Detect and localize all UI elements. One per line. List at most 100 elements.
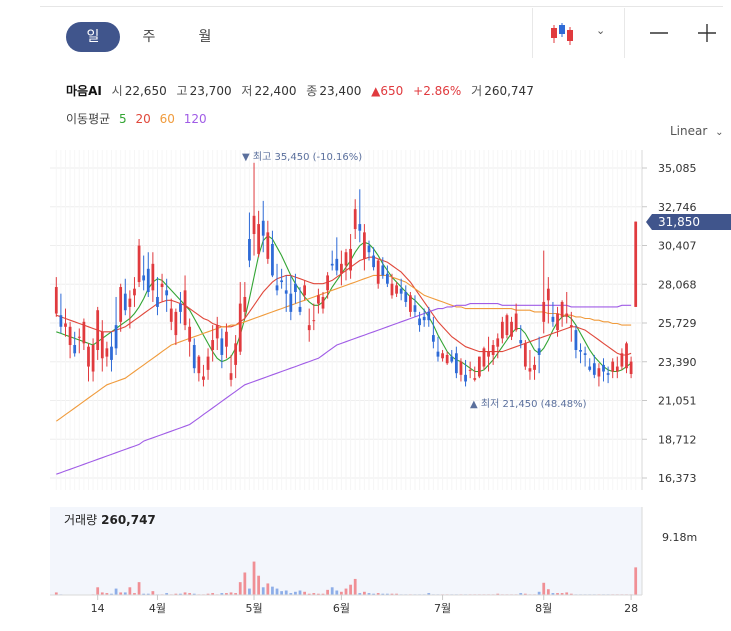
- candle-body: [188, 326, 192, 342]
- candle-body: [312, 320, 316, 322]
- candle-body: [505, 315, 509, 336]
- volume-bar: [284, 590, 288, 595]
- volume-bar: [238, 582, 242, 595]
- volume-bar: [496, 593, 500, 595]
- candle-body: [565, 313, 569, 317]
- candle-body: [128, 298, 132, 307]
- tab-monthly[interactable]: 월: [198, 29, 212, 45]
- candle-body: [606, 373, 610, 375]
- volume-bar: [376, 593, 380, 595]
- candle-body: [408, 295, 412, 312]
- zoom-in-button[interactable]: [696, 20, 718, 46]
- x-tick-label: 8월: [535, 602, 552, 615]
- volume-bar: [275, 588, 279, 595]
- toolbar-divider: [532, 8, 533, 58]
- volume-bar: [381, 593, 385, 595]
- volume-bar: [303, 591, 306, 595]
- volume-bar: [119, 592, 123, 595]
- candle-body: [459, 361, 463, 375]
- volume-bar: [110, 593, 113, 595]
- tab-daily[interactable]: 일: [66, 22, 120, 52]
- volume-bar: [257, 575, 261, 595]
- candle-body: [376, 260, 380, 284]
- y-tick-label: 23,390: [658, 356, 697, 369]
- candle-body: [390, 283, 394, 296]
- candle-body: [487, 351, 490, 357]
- volume-bar: [634, 567, 638, 595]
- candle-body: [542, 301, 546, 322]
- y-tick-label: 32,746: [658, 201, 697, 214]
- down-triangle-icon: ▼: [242, 152, 253, 163]
- candle-body: [298, 306, 302, 312]
- volume-bar: [280, 591, 284, 595]
- candle-body: [523, 343, 527, 367]
- candle-body: [335, 258, 339, 271]
- candle-body: [330, 263, 334, 266]
- candle-body: [615, 366, 619, 372]
- ma-legend-20[interactable]: 20: [135, 112, 151, 126]
- volume-bar: [128, 587, 132, 595]
- candle-body: [431, 335, 435, 342]
- chart-type-button[interactable]: [548, 22, 578, 46]
- candle-body: [321, 296, 325, 309]
- period-tabs: 일 주 월: [66, 22, 232, 52]
- volume-bar: [344, 588, 348, 595]
- candle-body: [569, 325, 573, 327]
- volume-bar: [133, 593, 136, 595]
- ma-legend-60[interactable]: 60: [159, 112, 175, 126]
- plus-icon: [698, 24, 716, 42]
- volume-label: 거: [471, 84, 483, 98]
- volume-bar: [551, 593, 555, 595]
- candle-body: [160, 283, 164, 288]
- candle-body: [340, 263, 343, 274]
- moving-average-legend: 이동평균 5 20 60 120: [66, 110, 212, 127]
- x-tick-label: 6월: [333, 602, 350, 615]
- chevron-down-icon[interactable]: ⌄: [596, 24, 606, 37]
- close-value: 23,400: [319, 84, 362, 98]
- candle-body: [588, 366, 592, 370]
- top-divider: [40, 6, 723, 7]
- candle-body: [133, 288, 136, 296]
- volume-panel-value: 260,747: [101, 513, 156, 527]
- tab-weekly[interactable]: 주: [142, 29, 156, 45]
- volume-bar: [188, 593, 192, 595]
- low-annotation: ▲ 최저 21,450 (48.48%): [470, 398, 587, 410]
- ma-legend-label: 이동평균: [66, 112, 111, 126]
- candle-body: [611, 361, 615, 372]
- zoom-out-button[interactable]: [648, 20, 670, 46]
- candle-body: [77, 336, 81, 338]
- volume-bar: [266, 583, 270, 595]
- candle-body: [303, 285, 306, 296]
- current-price-value: 31,850: [658, 215, 700, 229]
- change-value: ▲650: [371, 84, 404, 98]
- scale-mode-dropdown[interactable]: Linear ⌄: [670, 124, 724, 138]
- candle-body: [174, 311, 178, 336]
- chevron-down-icon: ⌄: [715, 127, 724, 138]
- volume-bar: [390, 593, 394, 595]
- candle-body: [395, 285, 398, 294]
- candle-body: [266, 232, 270, 259]
- candle-body: [294, 283, 297, 293]
- candle-body: [450, 356, 454, 362]
- candle-body: [271, 243, 274, 276]
- volume-bar: [363, 591, 366, 595]
- candle-body: [248, 238, 251, 261]
- candle-body: [436, 351, 440, 357]
- candle-body: [105, 348, 109, 357]
- ma-legend-5[interactable]: 5: [119, 112, 127, 126]
- volume-bar: [427, 593, 431, 595]
- candle-body: [317, 295, 320, 304]
- candle-body: [372, 255, 375, 268]
- open-label: 시: [111, 84, 123, 98]
- ma-legend-120[interactable]: 120: [183, 112, 207, 126]
- high-annotation: ▼ 최고 35,450 (-10.16%): [242, 151, 362, 163]
- candle-body: [156, 296, 159, 307]
- candle-body: [165, 290, 169, 296]
- candle-body: [583, 353, 587, 355]
- candle-body: [537, 348, 541, 355]
- change-percent: +2.86%: [413, 84, 462, 98]
- volume-bar: [289, 593, 293, 595]
- volume-bar: [367, 593, 371, 595]
- y-tick-label: 25,729: [658, 317, 697, 330]
